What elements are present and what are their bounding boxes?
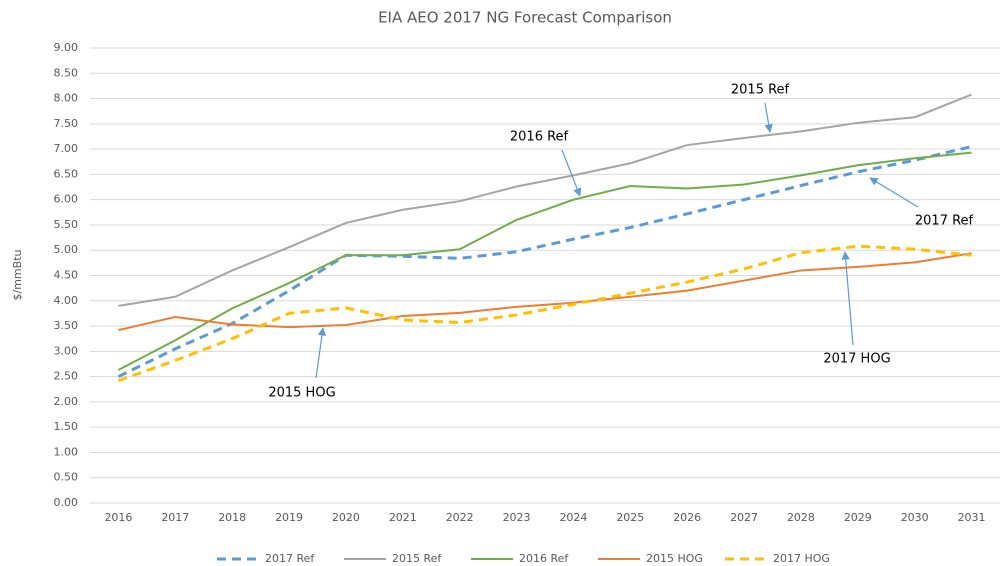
x-tick-label: 2021 [389,511,417,524]
chart-title: EIA AEO 2017 NG Forecast Comparison [378,9,672,27]
y-tick-label: 5.00 [54,243,79,256]
annotation: 2015 Ref [731,83,790,98]
y-tick-label: 7.50 [54,117,79,130]
x-tick-label: 2031 [958,511,986,524]
legend-label: 2016 Ref [519,552,569,565]
x-tick-label: 2017 [161,511,189,524]
legend-label: 2015 HOG [646,552,703,565]
y-tick-label: 1.00 [54,445,79,458]
y-tick-label: 4.50 [54,269,79,282]
x-tick-label: 2016 [104,511,132,524]
series-line [118,93,972,307]
y-tick-label: 3.00 [54,344,79,357]
annotation: 2016 Ref [510,130,569,145]
legend-label: 2017 Ref [265,552,315,565]
x-tick-label: 2030 [901,511,929,524]
x-tick-label: 2018 [218,511,246,524]
y-tick-label: 2.50 [54,370,79,383]
annotation-arrow [841,251,854,346]
x-tick-label: 2025 [616,511,644,524]
annotations: 2015 Ref 2016 Ref 2017 Ref 2017 HOG 2015… [268,83,973,401]
x-tick-label: 2019 [275,511,303,524]
y-tick-label: 6.00 [54,193,79,206]
y-tick-label: 0.50 [54,471,79,484]
y-tick-label: 9.00 [54,41,79,54]
annotation-arrow [315,327,327,379]
y-tick-label: 4.00 [54,294,79,307]
annotation-arrow [561,149,582,197]
legend-label: 2015 Ref [392,552,442,565]
y-tick-label: 8.00 [54,92,79,105]
series-line [117,145,972,378]
y-axis-label: $/mmBtu [11,250,24,301]
y-tick-label: 6.50 [54,167,79,180]
annotation-arrow [869,177,919,208]
y-tick-label: 5.50 [54,218,79,231]
legend: 2017 Ref 2015 Ref 2016 Ref 2015 HOG 2017 HOG [217,552,830,565]
annotation-arrow [764,102,773,133]
y-tick-label: 0.00 [54,496,79,509]
x-tick-label: 2029 [844,511,872,524]
x-tick-label: 2027 [730,511,758,524]
series-line [117,151,972,371]
annotation: 2015 HOG [268,386,335,401]
y-tick-label: 2.00 [54,395,79,408]
plot-area: 0.00 0.50 1.00 1.50 2.00 2.50 3.00 3.50 4.00 4.50… [54,41,1000,524]
y-tick-label: 8.50 [54,66,79,79]
y-tick-label: 1.50 [54,420,79,433]
x-tick-label: 2024 [559,511,587,524]
x-tick-label: 2026 [673,511,701,524]
x-tick-label: 2022 [446,511,474,524]
legend-label: 2017 HOG [773,552,830,565]
x-tick-label: 2020 [332,511,360,524]
y-tick-label: 7.00 [54,142,79,155]
y-tick-label: 3.50 [54,319,79,332]
annotation: 2017 Ref [915,214,974,229]
x-tick-label: 2023 [503,511,531,524]
x-tick-label: 2028 [787,511,815,524]
series-line [117,244,972,383]
annotation: 2017 HOG [823,352,890,367]
